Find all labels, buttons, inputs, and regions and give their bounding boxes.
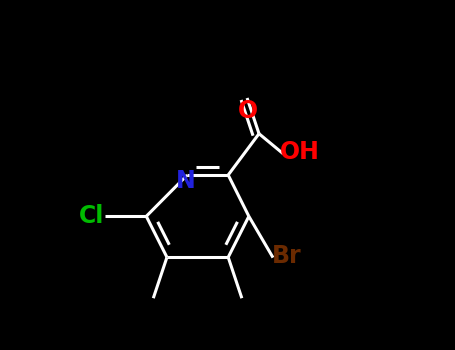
Text: O: O [238,99,258,123]
Text: OH: OH [280,140,320,164]
Text: N: N [176,169,195,193]
Text: Br: Br [272,244,301,268]
Text: Cl: Cl [79,204,104,228]
